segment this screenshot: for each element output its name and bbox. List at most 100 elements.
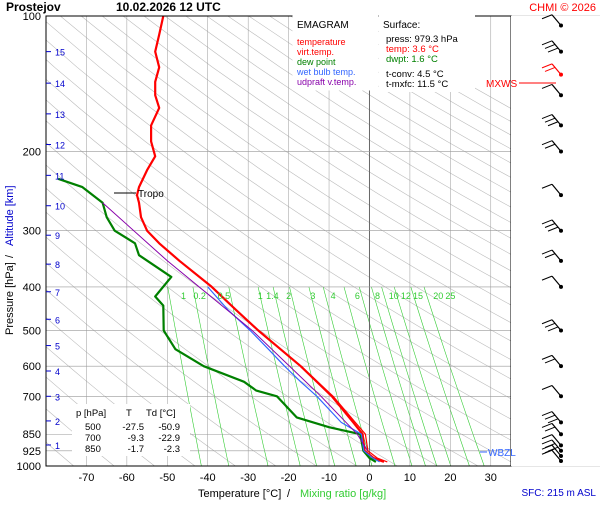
- legend-temperature: temperature: [297, 37, 346, 47]
- wind-barb-dot: [559, 93, 563, 97]
- temperature-tick-label: 10: [404, 472, 416, 484]
- legend-wet-bulb: wet bulb temp.: [296, 67, 356, 77]
- temperature-tick-label: -10: [321, 472, 337, 484]
- altitude-tick-label: 7: [55, 288, 60, 298]
- mixing-ratio-value: 1: [181, 291, 186, 301]
- legend-box: EMAGRAM temperature virt.temp. dew point…: [293, 15, 378, 90]
- altitude-tick-label: 12: [55, 141, 65, 151]
- x-axis-separator: /: [287, 488, 291, 500]
- temperature-tick-label: -40: [200, 472, 216, 484]
- surface-title: Surface:: [383, 20, 420, 31]
- wind-barb-dot: [559, 285, 563, 289]
- x-axis-label: Temperature [°C]: [198, 488, 281, 500]
- table-header-p: p [hPa]: [76, 408, 106, 419]
- wind-barb-dot: [559, 329, 563, 333]
- temperature-tick-label: -70: [78, 472, 94, 484]
- mixing-ratio-value: 3: [310, 291, 315, 301]
- altitude-tick-label: 6: [55, 315, 60, 325]
- levels-table: p [hPa] T Td [°C] 500 -27.5 -50.9 700 -9…: [72, 404, 190, 456]
- wind-barb-dot: [559, 364, 563, 368]
- altitude-tick-label: 3: [55, 392, 60, 402]
- altitude-axis-label: Altitude [km]: [4, 185, 16, 246]
- wind-barb-dot: [559, 123, 563, 127]
- mixing-ratio-value: 20: [433, 291, 443, 301]
- pressure-tick-label: 1000: [17, 461, 41, 473]
- altitude-tick-label: 11: [55, 171, 64, 181]
- wbzl-label: WBZL: [488, 448, 516, 459]
- table-cell: -2.3: [164, 444, 180, 455]
- temperature-tick-label: -50: [159, 472, 175, 484]
- sfc-label: SFC: 215 m ASL: [522, 488, 597, 499]
- temperature-tick-label: -60: [119, 472, 135, 484]
- wind-barb-dot: [559, 443, 563, 447]
- pressure-tick-label: 925: [23, 446, 41, 458]
- table-cell: -27.5: [122, 422, 144, 433]
- table-cell: -9.3: [128, 433, 144, 444]
- pressure-tick-label: 700: [23, 391, 41, 403]
- table-header-t: T: [126, 408, 132, 419]
- mixing-ratio-value: 2: [286, 291, 291, 301]
- altitude-tick-label: 15: [55, 48, 65, 58]
- credit-label: CHMI © 2026: [529, 2, 596, 14]
- altitude-tick-label: 10: [55, 202, 65, 212]
- altitude-tick-label: 8: [55, 260, 60, 270]
- mixing-ratio-label: Mixing ratio [g/kg]: [300, 488, 386, 500]
- wind-barb-dot: [559, 149, 563, 153]
- altitude-tick-label: 1: [55, 441, 60, 451]
- x-axis-title: Temperature [°C] / Mixing ratio [g/kg]: [198, 488, 386, 500]
- altitude-tick-label: 9: [55, 231, 60, 241]
- table-cell: 700: [85, 433, 101, 444]
- wind-barb-dot: [559, 449, 563, 453]
- mixing-ratio-value: 10: [389, 291, 399, 301]
- mixing-ratio-value: 4: [331, 291, 336, 301]
- mixing-ratio-value: 12: [401, 291, 411, 301]
- wind-barb-dot: [559, 420, 563, 424]
- wind-barb-dot: [559, 193, 563, 197]
- mixing-ratio-value: 8: [375, 291, 380, 301]
- temperature-tick-label: 20: [444, 472, 456, 484]
- pressure-tick-label: 200: [23, 146, 41, 158]
- wind-barb-dot: [559, 259, 563, 263]
- y-axis-label: Pressure [hPa]: [4, 262, 16, 335]
- chart-datetime: 10.02.2026 12 UTC: [116, 0, 221, 14]
- y-axis-title: Pressure [hPa] / Altitude [km]: [4, 185, 16, 335]
- table-cell: 850: [85, 444, 101, 455]
- wind-barb-dot: [559, 229, 563, 233]
- wind-barb-dot: [559, 432, 563, 436]
- altitude-tick-label: 4: [55, 367, 60, 377]
- altitude-tick-label: 14: [55, 79, 65, 89]
- legend-virt-temp: virt.temp.: [297, 47, 334, 57]
- surface-dewpoint: dwpt: 1.6 °C: [386, 54, 438, 65]
- mxws-label: MXWS: [486, 79, 517, 90]
- wind-barb-dot: [559, 24, 563, 28]
- pressure-tick-label: 850: [23, 429, 41, 441]
- legend-updraft: udpraft v.temp.: [297, 77, 356, 87]
- mixing-ratio-value: 0.2: [193, 291, 206, 301]
- mixing-ratio-value: 0.5: [218, 291, 231, 301]
- mixing-ratio-value: 25: [445, 291, 455, 301]
- pressure-tick-label: 100: [23, 11, 41, 23]
- surface-tmxfc: t-mxfc: 11.5 °C: [386, 79, 448, 90]
- table-cell: 500: [85, 422, 101, 433]
- temperature-tick-label: -20: [281, 472, 297, 484]
- wind-barb-dot: [559, 394, 563, 398]
- mixing-ratio-value: 6: [355, 291, 360, 301]
- temperature-tick-label: 0: [366, 472, 372, 484]
- mixing-ratio-value: 15: [413, 291, 423, 301]
- wind-barb-dot: [559, 73, 563, 77]
- altitude-tick-label: 2: [55, 417, 60, 427]
- pressure-tick-label: 500: [23, 326, 41, 338]
- pressure-tick-label: 300: [23, 226, 41, 238]
- temperature-tick-label: -30: [240, 472, 256, 484]
- altitude-tick-label: 5: [55, 342, 60, 352]
- wind-barb-dot: [559, 459, 563, 463]
- wind-barb-dot: [559, 454, 563, 458]
- legend-dew-point: dew point: [297, 57, 336, 67]
- pressure-tick-label: 400: [23, 282, 41, 294]
- mixing-ratio-value: 1.4: [266, 291, 279, 301]
- legend-title: EMAGRAM: [297, 20, 349, 31]
- mixing-ratio-value: 1: [258, 291, 263, 301]
